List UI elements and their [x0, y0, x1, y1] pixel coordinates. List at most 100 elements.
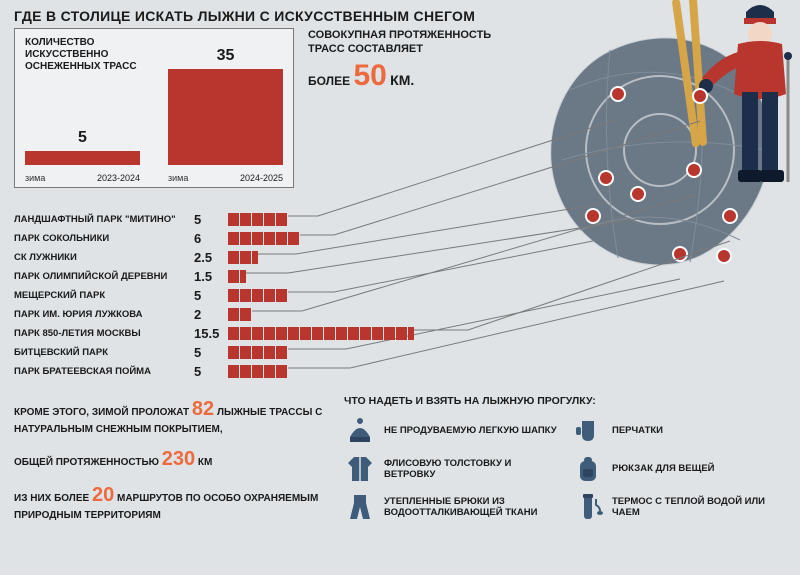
bar-1: 35	[168, 47, 283, 165]
gear-item: УТЕПЛЕННЫЕ БРЮКИ ИЗ ВОДООТТАЛКИВАЮЩЕЙ ТК…	[344, 491, 558, 523]
map-illustration	[510, 0, 800, 390]
park-bar-segment	[276, 346, 287, 359]
footnote-2b: КМ	[198, 457, 212, 468]
park-bar-segment	[252, 327, 263, 340]
park-bar	[228, 289, 416, 302]
map-dot	[692, 88, 708, 104]
total-number: 50	[353, 59, 386, 92]
park-value: 5	[194, 288, 228, 303]
park-bar-segment	[264, 232, 275, 245]
gear-label: УТЕПЛЕННЫЕ БРЮКИ ИЗ ВОДООТТАЛКИВАЮЩЕЙ ТК…	[384, 496, 558, 519]
park-bar-segment	[396, 327, 407, 340]
park-name: МЕЩЕРСКИЙ ПАРК	[14, 290, 194, 301]
park-bar-segment	[240, 365, 251, 378]
park-row: ПАРК 850-ЛЕТИЯ МОСКВЫ15.5	[14, 324, 416, 343]
park-bar-segment	[372, 327, 383, 340]
footnote-2-num: 230	[162, 448, 195, 470]
park-row: СК ЛУЖНИКИ2.5	[14, 248, 416, 267]
park-bar-segment	[240, 270, 246, 283]
park-bar-segment	[324, 327, 335, 340]
park-bar-segment	[228, 308, 239, 321]
gear-item: НЕ ПРОДУВАЕМУЮ ЛЕГКУЮ ШАПКУ	[344, 415, 558, 447]
park-row: БИТЦЕВСКИЙ ПАРК5	[14, 343, 416, 362]
footnote-2a: ОБЩЕЙ ПРОТЯЖЕННОСТЬЮ	[14, 457, 162, 468]
park-row: ПАРК ОЛИМПИЙСКОЙ ДЕРЕВНИ1.5	[14, 267, 416, 286]
park-bar-segment	[276, 327, 287, 340]
park-row: ПАРК СОКОЛЬНИКИ6	[14, 229, 416, 248]
park-bar-segment	[240, 289, 251, 302]
pants-icon	[344, 491, 376, 523]
footnote-2: ОБЩЕЙ ПРОТЯЖЕННОСТЬЮ 230 КМ	[14, 445, 324, 473]
park-value: 2	[194, 307, 228, 322]
park-value: 5	[194, 212, 228, 227]
gear-block: ЧТО НАДЕТЬ И ВЗЯТЬ НА ЛЫЖНУЮ ПРОГУЛКУ: Н…	[344, 395, 786, 531]
map-dot	[716, 248, 732, 264]
park-bar	[228, 232, 416, 245]
park-name: ПАРК ИМ. ЮРИЯ ЛУЖКОВА	[14, 309, 194, 320]
gear-label: ФЛИСОВУЮ ТОЛСТОВКУ И ВЕТРОВКУ	[384, 458, 558, 481]
park-bar	[228, 327, 416, 340]
total-prefix: БОЛЕЕ	[308, 74, 350, 88]
park-bar-segment	[240, 346, 251, 359]
park-bar-segment	[252, 232, 263, 245]
map-dot	[598, 170, 614, 186]
bar-0: 5	[25, 129, 140, 165]
park-bar-segment	[300, 327, 311, 340]
park-bar-segment	[240, 251, 251, 264]
gear-item: ПЕРЧАТКИ	[572, 415, 786, 447]
park-value: 15.5	[194, 326, 228, 341]
total-label: СОВОКУПНАЯ ПРОТЯЖЕННОСТЬ ТРАСС СОСТАВЛЯЕ…	[308, 28, 508, 57]
park-row: ПАРК ИМ. ЮРИЯ ЛУЖКОВА2	[14, 305, 416, 324]
park-bar-segment	[240, 232, 251, 245]
bar-axis-label: зима2024-2025	[168, 173, 283, 183]
park-bar-segment	[336, 327, 347, 340]
park-bar-segment	[276, 232, 287, 245]
bar-rect	[168, 69, 283, 165]
bar-rect	[25, 151, 140, 165]
park-bar-segment	[348, 327, 359, 340]
park-bar-segment	[252, 251, 258, 264]
park-name: ЛАНДШАФТНЫЙ ПАРК "МИТИНО"	[14, 214, 194, 225]
park-bar-segment	[240, 213, 251, 226]
gloves-icon	[572, 415, 604, 447]
footnote-3a: ИЗ НИХ БОЛЕЕ	[14, 493, 92, 504]
park-bar-segment	[228, 365, 239, 378]
map-dot	[672, 246, 688, 262]
hat-icon	[344, 415, 376, 447]
park-bar-segment	[264, 346, 275, 359]
thermos-icon	[572, 491, 604, 523]
footnote-1a: КРОМЕ ЭТОГО, ЗИМОЙ ПРОЛОЖАТ	[14, 407, 192, 418]
park-bar-segment	[276, 365, 287, 378]
park-bar	[228, 270, 416, 283]
park-bar-segment	[228, 270, 239, 283]
gear-label: ПЕРЧАТКИ	[612, 425, 663, 436]
park-row: ЛАНДШАФТНЫЙ ПАРК "МИТИНО"5	[14, 210, 416, 229]
bar-value: 35	[217, 47, 235, 65]
skier-illustration	[666, 0, 796, 226]
footnote-3: ИЗ НИХ БОЛЕЕ 20 МАРШРУТОВ ПО ОСОБО ОХРАН…	[14, 481, 324, 523]
park-value: 5	[194, 345, 228, 360]
park-bar-segment	[264, 213, 275, 226]
park-bar-segment	[264, 365, 275, 378]
bar-chart-axis: зима2023-2024зима2024-2025	[25, 173, 283, 183]
bar-chart-bars: 535	[25, 55, 283, 165]
gear-grid: НЕ ПРОДУВАЕМУЮ ЛЕГКУЮ ШАПКУ ПЕРЧАТКИ ФЛИСО…	[344, 415, 786, 523]
footnote-1: КРОМЕ ЭТОГО, ЗИМОЙ ПРОЛОЖАТ 82 ЛЫЖНЫЕ ТР…	[14, 395, 324, 437]
park-bar-segment	[228, 346, 239, 359]
park-name: СК ЛУЖНИКИ	[14, 252, 194, 263]
park-name: ПАРК 850-ЛЕТИЯ МОСКВЫ	[14, 328, 194, 339]
park-bar	[228, 365, 416, 378]
gear-label: РЮКЗАК ДЛЯ ВЕЩЕЙ	[612, 463, 714, 474]
park-bar-segment	[252, 213, 263, 226]
park-name: ПАРК БРАТЕЕВСКАЯ ПОЙМА	[14, 366, 194, 377]
gear-item: ТЕРМОС С ТЕПЛОЙ ВОДОЙ ИЛИ ЧАЕМ	[572, 491, 786, 523]
park-row: МЕЩЕРСКИЙ ПАРК5	[14, 286, 416, 305]
jacket-icon	[344, 453, 376, 485]
park-bar	[228, 346, 416, 359]
gear-label: ТЕРМОС С ТЕПЛОЙ ВОДОЙ ИЛИ ЧАЕМ	[612, 496, 786, 519]
map-dot	[610, 86, 626, 102]
park-bar-segment	[264, 327, 275, 340]
park-bar-segment	[384, 327, 395, 340]
park-bar-segment	[252, 346, 263, 359]
park-bar-segment	[288, 327, 299, 340]
